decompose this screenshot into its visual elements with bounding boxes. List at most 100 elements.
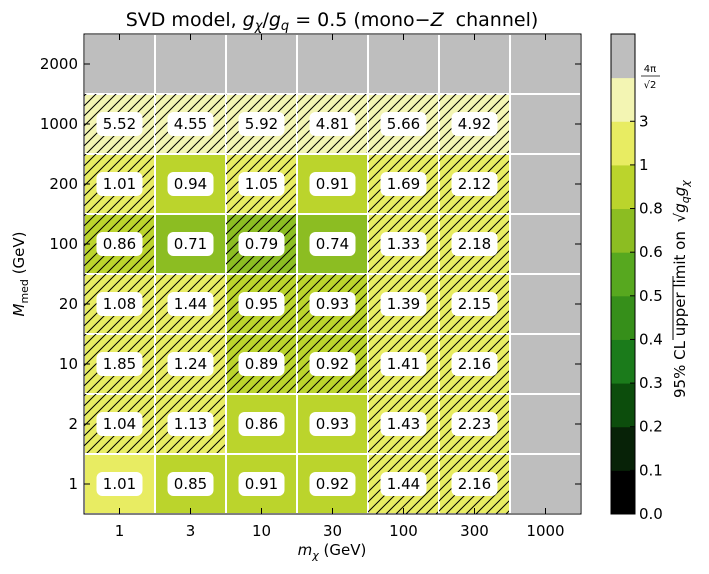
cell-value-label: 0.86 (103, 235, 136, 253)
cell-value-box (238, 412, 285, 436)
colorbar-tick-label: 0.3 (639, 374, 663, 392)
cell-value-box (380, 412, 427, 436)
colorbar-segment (611, 470, 635, 515)
chart-title: SVD model, gχ/gq = 0.5 (mono−Z channel) (126, 9, 539, 34)
x-tick-label: 100 (389, 522, 418, 540)
cell-value-box (167, 292, 214, 316)
cell-value-box (380, 352, 427, 376)
cell-value-label: 0.94 (174, 175, 207, 193)
y-tick-label: 20 (59, 295, 78, 313)
cell-value-box (167, 472, 214, 496)
colorbar-tick-label: 0.1 (639, 461, 663, 479)
cell-value-label: 1.33 (387, 235, 420, 253)
colorbar-frame (610, 33, 636, 515)
cell-value-label: 1.44 (174, 295, 207, 313)
colorbar-segment (611, 426, 635, 471)
x-tick-label: 10 (252, 522, 271, 540)
cell-value-label: 5.52 (103, 115, 136, 133)
heatmap-cell (509, 453, 582, 515)
colorbar (611, 34, 635, 515)
cell-value-box (238, 112, 285, 136)
cell-value-box (238, 292, 285, 316)
cell-value-label: 0.79 (245, 235, 278, 253)
heatmap-cell (438, 33, 511, 95)
cell-value-box (451, 472, 498, 496)
cell-value-box (238, 352, 285, 376)
cell-value-box (380, 232, 427, 256)
cell-value-box (96, 472, 143, 496)
cell-value-label: 0.85 (174, 475, 207, 493)
cell-value-label: 1.01 (103, 175, 136, 193)
colorbar-tick-label: 0.0 (639, 505, 663, 523)
cell-value-box (167, 112, 214, 136)
svg-text:√2: √2 (644, 80, 657, 91)
heatmap-cell (154, 33, 227, 95)
cell-value-box (380, 292, 427, 316)
heatmap-cell (509, 153, 582, 215)
colorbar-tick-label: 1 (639, 156, 649, 174)
colorbar-tick-label: 0.8 (639, 200, 663, 218)
cell-value-box (167, 172, 214, 196)
cell-value-label: 0.91 (316, 175, 349, 193)
cell-value-label: 0.86 (245, 415, 278, 433)
y-tick-label: 2000 (40, 55, 78, 73)
x-tick-label: 1 (115, 522, 125, 540)
x-axis-ticks: 1 3 10 30 100 300 1000 (115, 34, 565, 540)
cell-value-label: 1.44 (387, 475, 420, 493)
cell-value-box (167, 352, 214, 376)
cell-value-label: 2.16 (458, 475, 491, 493)
cell-value-label: 0.91 (245, 475, 278, 493)
colorbar-tick-label: 0.4 (639, 330, 663, 348)
cell-value-label: 0.95 (245, 295, 278, 313)
y-axis-label: Mmed (GeV) (10, 231, 31, 316)
colorbar-segment (611, 383, 635, 428)
heatmap-cell (509, 33, 582, 95)
cell-value-box (96, 292, 143, 316)
y-tick-label: 200 (49, 175, 78, 193)
colorbar-ticks: 0.0 0.1 0.2 0.3 0.4 0.5 0.6 0.8 1 3 (630, 112, 663, 523)
cell-value-box (309, 172, 356, 196)
heatmap-cell (509, 273, 582, 335)
heatmap-cell (83, 33, 156, 95)
heatmap-cell (296, 33, 369, 95)
cell-value-box (451, 112, 498, 136)
colorbar-tick-label: 0.6 (639, 243, 663, 261)
heatmap-cell (509, 93, 582, 155)
cell-value-box (167, 232, 214, 256)
heatmap-cells (83, 33, 582, 515)
cell-value-label: 1.08 (103, 295, 136, 313)
cell-value-box (309, 112, 356, 136)
heatmap-cell (225, 33, 298, 95)
y-tick-label: 100 (49, 235, 78, 253)
cell-value-label: 1.41 (387, 355, 420, 373)
cell-value-box (96, 172, 143, 196)
y-tick-label: 2 (68, 415, 78, 433)
cell-value-label: 1.05 (245, 175, 278, 193)
cell-value-box (167, 412, 214, 436)
cell-value-box (309, 352, 356, 376)
cell-value-label: 1.24 (174, 355, 207, 373)
cell-value-label: 0.74 (316, 235, 349, 253)
cell-value-label: 2.12 (458, 175, 491, 193)
colorbar-segment (611, 121, 635, 166)
cell-value-label: 4.92 (458, 115, 491, 133)
cell-value-label: 1.85 (103, 355, 136, 373)
cell-value-label: 0.93 (316, 295, 349, 313)
cell-value-label: 2.16 (458, 355, 491, 373)
cell-value-box (309, 472, 356, 496)
cell-value-box (309, 412, 356, 436)
cell-value-box (380, 172, 427, 196)
colorbar-segment (611, 295, 635, 340)
heatmap-cell-labels: 5.52 4.55 5.92 4.81 5.66 4.92 1.01 0.94 1.05 0.91… (96, 112, 498, 496)
cell-value-box (451, 292, 498, 316)
cell-value-box (96, 412, 143, 436)
cell-value-box (380, 112, 427, 136)
colorbar-segment (611, 339, 635, 384)
x-tick-label: 300 (460, 522, 489, 540)
x-tick-label: 3 (186, 522, 196, 540)
heatmap-cell (367, 33, 440, 95)
colorbar-segment (611, 34, 635, 79)
y-tick-label: 10 (59, 355, 78, 373)
cell-value-box (309, 232, 356, 256)
